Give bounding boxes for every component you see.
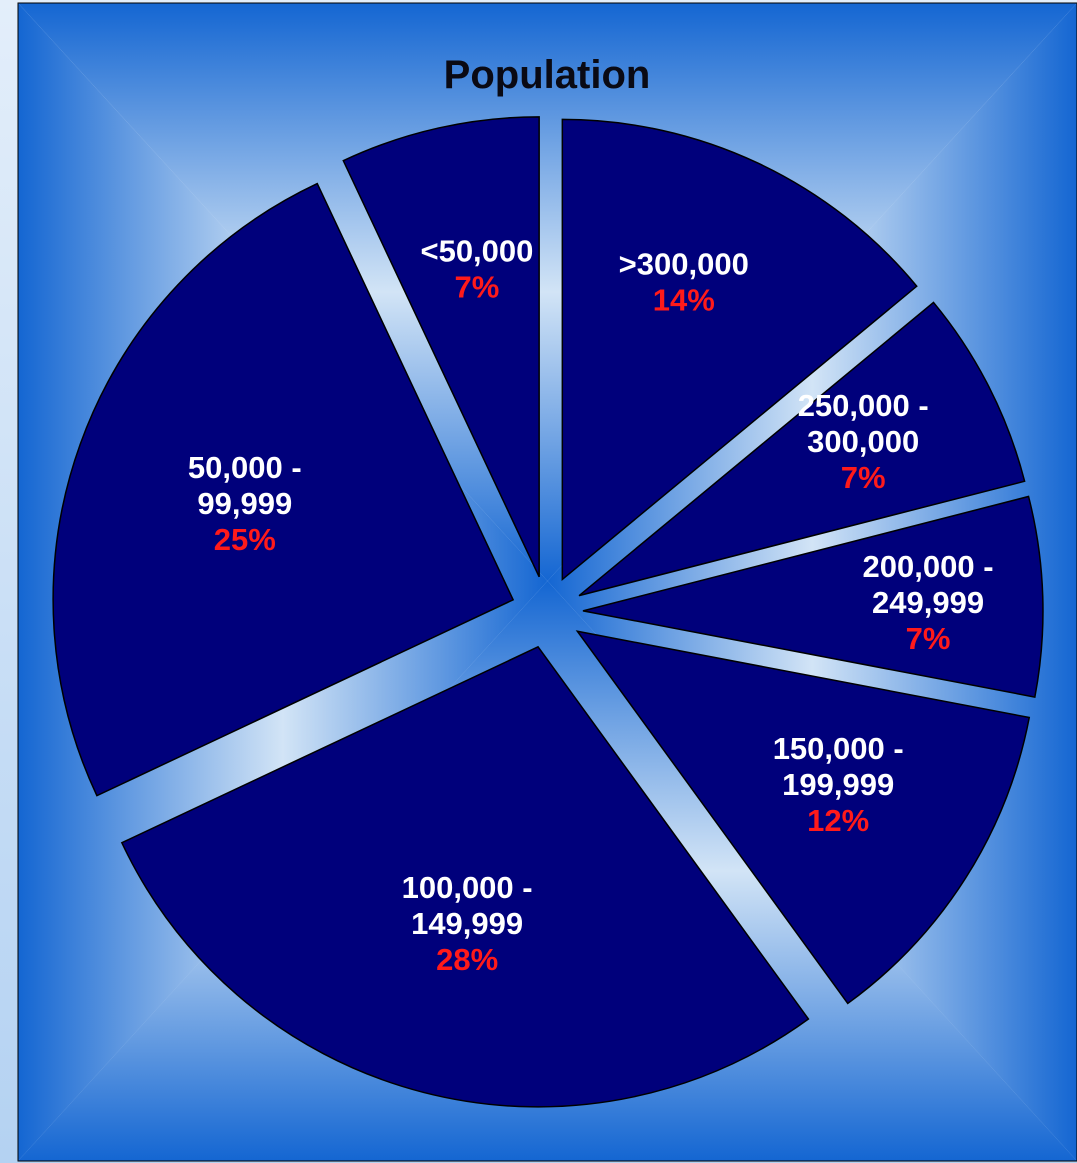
pie-slice-5 — [52, 182, 515, 797]
slice-category-label: 199,999 — [782, 767, 894, 802]
slice-label-1: 250,000 -300,000 7% — [798, 388, 929, 495]
slice-category-label: 50,000 - — [188, 450, 302, 485]
slice-category-label: 200,000 - — [863, 549, 994, 584]
slice-label-0: >300,000 14% — [619, 246, 749, 317]
slice-category-label: 150,000 - — [773, 731, 904, 766]
slice-percent-label: 7% — [455, 270, 500, 305]
slice-category-label: 250,000 - — [798, 388, 929, 423]
pie-slice-3 — [575, 630, 1031, 1005]
slice-category-label: 99,999 — [197, 486, 292, 521]
slice-label-2: 200,000 -249,999 7% — [863, 549, 994, 656]
slice-percent-label: 28% — [436, 942, 498, 977]
slice-label-5: 50,000 -99,999 25% — [188, 450, 302, 557]
pie-slices — [52, 116, 1044, 1108]
chart-title: Population — [444, 53, 651, 97]
slice-percent-label: 14% — [653, 282, 715, 317]
pie-slice-1 — [578, 301, 1026, 597]
slice-percent-label: 25% — [214, 522, 276, 557]
slice-category-label: >300,000 — [619, 246, 749, 281]
pie-slice-4 — [120, 645, 810, 1108]
slice-percent-label: 7% — [906, 621, 951, 656]
slice-category-label: 149,999 — [411, 906, 523, 941]
slice-category-label: 300,000 — [807, 424, 919, 459]
slice-category-label: <50,000 — [420, 234, 533, 269]
pie-slice-2 — [582, 495, 1044, 698]
plot-border — [17, 2, 1077, 1162]
pie-labels: >300,000 14%250,000 -300,000 7%200,000 -24… — [188, 234, 994, 978]
slice-category-label: 100,000 - — [402, 870, 533, 905]
pie-slice-6 — [342, 116, 540, 578]
slice-label-3: 150,000 -199,999 12% — [773, 731, 904, 838]
slice-category-label: 249,999 — [872, 585, 984, 620]
pie-slice-0 — [561, 118, 918, 582]
slice-label-4: 100,000 -149,999 28% — [402, 870, 533, 977]
slice-percent-label: 12% — [807, 803, 869, 838]
slice-percent-label: 7% — [841, 460, 886, 495]
slice-label-6: <50,000 7% — [420, 234, 533, 305]
